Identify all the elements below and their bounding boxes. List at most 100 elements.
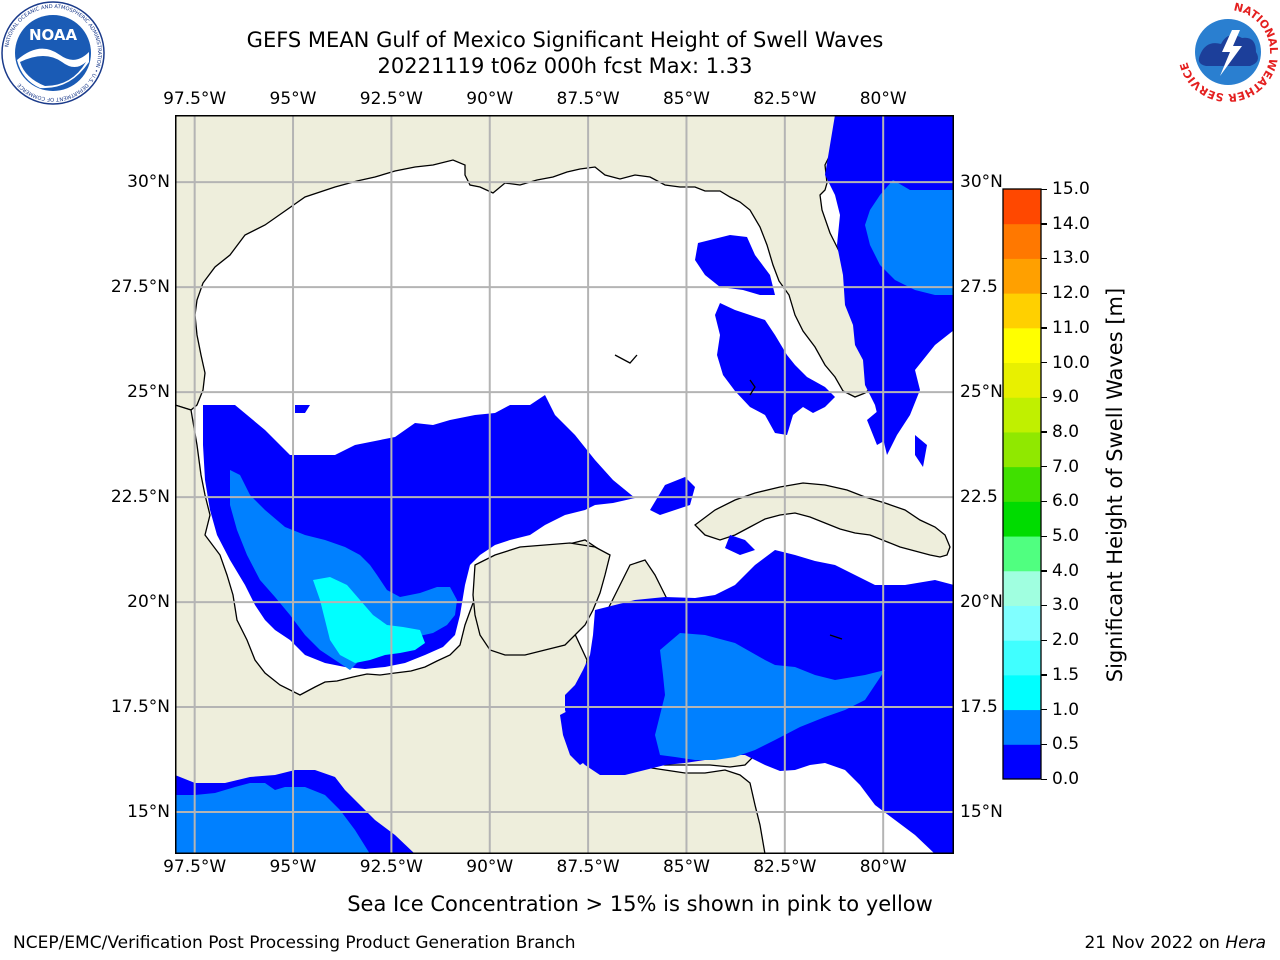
lon-tick-label-top: 97.5°W xyxy=(163,89,227,109)
colorbar-tick-label: 6.0 xyxy=(1052,491,1080,512)
chart-subtitle: 20221119 t06z 000h fcst Max: 1.33 xyxy=(377,54,753,78)
colorbar-border xyxy=(1002,188,1042,780)
colorbar-tick-label: 8.0 xyxy=(1052,421,1080,442)
lon-tick-label-top: 82.5°W xyxy=(753,89,817,109)
colorbar-segment xyxy=(1003,536,1041,572)
colorbar-tick-label: 1.5 xyxy=(1052,664,1080,685)
colorbar-tick-mark xyxy=(1041,535,1047,537)
sea-ice-note-text: Sea Ice Concentration > 15% is shown in … xyxy=(347,892,933,916)
colorbar-tick-mark xyxy=(1041,674,1047,676)
colorbar-tick-label: 7.0 xyxy=(1052,456,1080,477)
colorbar-tick-label: 1.0 xyxy=(1052,699,1080,720)
colorbar-tick-mark xyxy=(1041,223,1047,225)
grid-lines xyxy=(175,115,954,854)
colorbar xyxy=(1002,188,1042,780)
land-cuba xyxy=(694,482,951,558)
colorbar-segment xyxy=(1003,674,1041,711)
contour-blue-nefl-shelf xyxy=(695,235,775,295)
colorbar-segment xyxy=(1003,466,1041,502)
contour-blue-northern-bay xyxy=(295,405,310,413)
colorbar-tick-mark xyxy=(1041,604,1047,607)
colorbar-tick-mark xyxy=(1041,466,1047,468)
map-border xyxy=(175,115,954,854)
colorbar-tick-mark xyxy=(1041,639,1047,641)
contour-blue-bahamas xyxy=(867,405,927,467)
colorbar-segment xyxy=(1003,431,1041,468)
noaa-logo-text: NOAA xyxy=(29,26,78,44)
colorbar-label: Significant Height of Swell Waves [m] xyxy=(1103,287,1127,683)
lat-tick-label-left: 27.5°N xyxy=(110,277,170,298)
colorbar-segment xyxy=(1003,570,1041,606)
colorbar-tick-mark xyxy=(1041,327,1047,329)
colorbar-tick-label: 11.0 xyxy=(1052,317,1090,338)
lat-tick-label-left: 30°N xyxy=(127,172,170,193)
colorbar-tick-mark xyxy=(1041,570,1047,572)
colorbar-tick-label: 9.0 xyxy=(1052,387,1080,408)
colorbar-tick-label: 2.0 xyxy=(1052,630,1080,651)
colorbar-segment xyxy=(1003,640,1041,676)
map-panel xyxy=(175,115,954,854)
lat-tick-label-right: 25°N xyxy=(960,382,1003,403)
colorbar-segment xyxy=(1003,223,1041,259)
credit-right: 21 Nov 2022 on Hera xyxy=(1084,933,1266,953)
colorbar-segment xyxy=(1003,744,1041,780)
contour-lightblue-pacific xyxy=(175,783,370,854)
swell-contours xyxy=(175,115,954,854)
land-yucatan xyxy=(472,542,611,656)
colorbar-tick-mark xyxy=(1041,188,1047,190)
colorbar-tick-label: 5.0 xyxy=(1052,526,1080,547)
coast-details xyxy=(614,354,843,640)
lon-tick-label-top: 87.5°W xyxy=(556,89,620,109)
colorbar-segment xyxy=(1003,501,1041,537)
lon-tick-label-top: 80°W xyxy=(859,89,907,109)
colorbar-tick-mark xyxy=(1041,500,1047,503)
lon-tick-label-bottom: 82.5°W xyxy=(753,857,817,877)
colorbar-tick-mark xyxy=(1041,778,1047,780)
colorbar-segment xyxy=(1003,258,1041,294)
colorbar-segment xyxy=(1003,362,1041,398)
contour-lightblue-caribbean xyxy=(655,633,885,760)
lat-tick-label-right: 30°N xyxy=(960,172,1003,193)
lat-tick-label-left: 25°N xyxy=(127,382,170,403)
colorbar-tick-label: 10.0 xyxy=(1052,352,1090,373)
colorbar-tick-label: 4.0 xyxy=(1052,560,1080,581)
contour-cyan-max xyxy=(313,577,425,663)
colorbar-tick-mark xyxy=(1041,362,1047,364)
contour-blue-gulf-honduras xyxy=(560,707,600,765)
colorbar-tick-mark xyxy=(1041,396,1047,399)
lat-tick-label-right: 15°N xyxy=(960,802,1003,822)
colorbar-segment xyxy=(1003,189,1041,225)
colorbar-tick-label: 15.0 xyxy=(1052,179,1090,199)
lat-tick-label-left: 15°N xyxy=(127,802,170,822)
lat-tick-label-right: 27.5 xyxy=(960,277,998,298)
lon-tick-label-top: 85°W xyxy=(662,89,710,109)
colorbar-tick-label: 12.0 xyxy=(1052,283,1090,304)
credit-host: Hera xyxy=(1225,933,1266,953)
colorbar-segment xyxy=(1003,397,1041,433)
lat-tick-label-right: 22.5 xyxy=(960,487,998,508)
contour-lightblue-atlantic xyxy=(865,180,954,295)
colorbar-tick-label: 14.0 xyxy=(1052,213,1090,234)
noaa-logo: NOAA NATIONAL OCEANIC AND ATMOSPHERIC AD… xyxy=(1,1,105,105)
colorbar-tick-mark xyxy=(1041,257,1047,260)
colorbar-tick-mark xyxy=(1041,709,1047,711)
nws-logo: NATIONAL WEATHER SERVICE xyxy=(1177,0,1280,104)
sea-ice-note: Sea Ice Concentration > 15% is shown in … xyxy=(0,892,1280,916)
colorbar-segment xyxy=(1003,293,1041,329)
lon-tick-label-bottom: 92.5°W xyxy=(359,857,423,877)
lon-tick-label-top: 90°W xyxy=(466,89,514,109)
colorbar-segment xyxy=(1003,327,1041,364)
lat-tick-label-left: 20°N xyxy=(127,592,170,613)
colorbar-segment xyxy=(1003,605,1041,641)
colorbar-tick-label: 13.0 xyxy=(1052,248,1090,269)
contour-blue-florida-strait xyxy=(715,303,835,435)
lon-tick-label-bottom: 90°W xyxy=(466,857,514,877)
lat-tick-label-left: 17.5°N xyxy=(110,697,170,718)
lat-tick-label-left: 22.5°N xyxy=(110,487,170,508)
colorbar-tick-label: 0.5 xyxy=(1052,734,1080,755)
colorbar-tick-mark xyxy=(1041,743,1047,746)
lat-tick-label-right: 17.5 xyxy=(960,697,998,718)
chart-title: GEFS MEAN Gulf of Mexico Significant Hei… xyxy=(246,28,884,52)
colorbar-segment xyxy=(1003,709,1041,745)
lon-tick-label-bottom: 85°W xyxy=(662,857,710,877)
